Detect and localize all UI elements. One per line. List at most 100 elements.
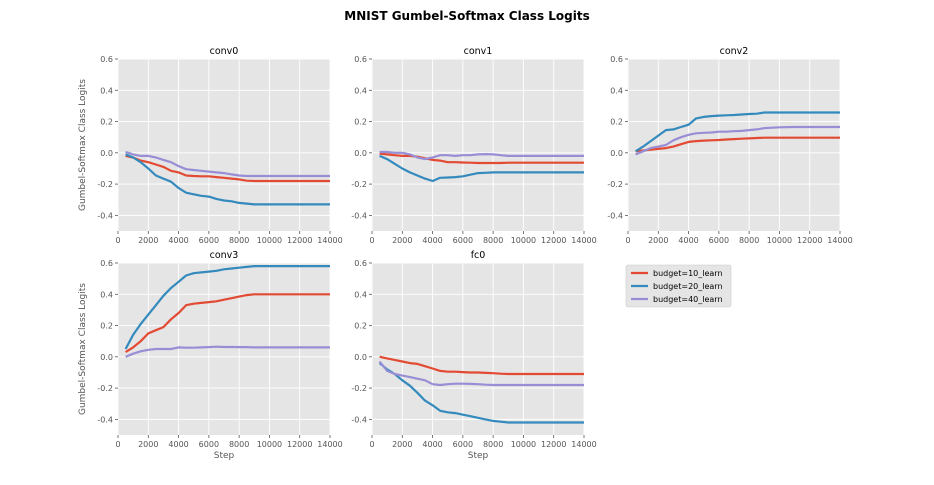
x-tick-label: 8000 xyxy=(483,236,503,245)
y-tick-label: -0.2 xyxy=(97,180,113,189)
x-tick-label: 10000 xyxy=(511,440,536,449)
x-tick-label: 4000 xyxy=(678,236,698,245)
y-tick-label: -0.4 xyxy=(351,415,367,424)
y-tick-label: 0.4 xyxy=(354,290,367,299)
x-tick-label: 14000 xyxy=(317,440,342,449)
subplot-title: fc0 xyxy=(471,250,486,261)
subplot-conv0: 0 2000 4000 6000 8000 10000 12000 14000 -0.4 -0.2… xyxy=(78,46,343,245)
x-tick-label: 2000 xyxy=(138,236,158,245)
series-line-budget=20_learn xyxy=(635,111,840,153)
x-tick-label: 4000 xyxy=(422,236,442,245)
x-tick-label: 12000 xyxy=(541,440,566,449)
x-tick-label: 2000 xyxy=(648,236,668,245)
figure-title: MNIST Gumbel-Softmax Class Logits xyxy=(344,9,590,23)
subplot-conv1: 0 2000 4000 6000 8000 10000 12000 14000 -0.4 -0.2… xyxy=(351,46,596,245)
y-tick-label: 0.2 xyxy=(100,322,113,331)
x-tick-label: 2000 xyxy=(138,440,158,449)
y-tick-label: 0.6 xyxy=(100,259,113,268)
subplot-fc0: 0 2000 4000 6000 8000 10000 12000 14000 -0.4 -0.2… xyxy=(351,250,596,461)
y-tick-label: 0.0 xyxy=(354,149,367,158)
series-line-budget=10_learn xyxy=(635,136,840,153)
y-tick-label: 0.2 xyxy=(354,118,367,127)
x-tick-label: 6000 xyxy=(453,440,473,449)
x-tick-label: 0 xyxy=(115,236,120,245)
y-tick-label: 0.4 xyxy=(354,86,367,95)
subplot-conv2: 0 2000 4000 6000 8000 10000 12000 14000 -0.4 -0.2… xyxy=(607,46,852,245)
series-line-budget=40_learn xyxy=(379,150,584,161)
x-tick-label: 6000 xyxy=(199,236,219,245)
y-tick-label: 0.2 xyxy=(610,118,623,127)
subplot-title: conv1 xyxy=(464,46,493,57)
x-tick-label: 4000 xyxy=(168,236,188,245)
x-tick-label: 4000 xyxy=(168,440,188,449)
x-axis-label: Step xyxy=(468,451,489,461)
series-line-budget=40_learn xyxy=(125,345,330,358)
series-line-budget=10_learn xyxy=(125,154,330,183)
subplot-title: conv2 xyxy=(720,46,749,57)
y-tick-label: 0.6 xyxy=(354,55,367,64)
x-tick-label: 8000 xyxy=(739,236,759,245)
x-tick-label: 14000 xyxy=(571,236,596,245)
subplot-title: conv3 xyxy=(210,250,239,261)
plot-background xyxy=(118,59,330,231)
plot-background xyxy=(372,59,584,231)
x-tick-label: 6000 xyxy=(709,236,729,245)
x-tick-label: 10000 xyxy=(511,236,536,245)
subplot-title: conv0 xyxy=(210,46,239,57)
y-tick-label: 0.0 xyxy=(100,353,113,362)
x-tick-label: 14000 xyxy=(571,440,596,449)
x-tick-label: 8000 xyxy=(229,236,249,245)
series-line-budget=10_learn xyxy=(379,152,584,165)
y-tick-label: 0.4 xyxy=(100,86,113,95)
x-tick-label: 10000 xyxy=(257,236,282,245)
x-tick-label: 6000 xyxy=(199,440,219,449)
x-tick-label: 0 xyxy=(625,236,630,245)
series-line-budget=10_learn xyxy=(125,293,330,354)
subplot-grid: 0 2000 4000 6000 8000 10000 12000 14000 -0.4 -0.2… xyxy=(78,46,853,461)
y-axis-label: Gumbel-Softmax Class Logits xyxy=(78,79,88,211)
x-tick-label: 2000 xyxy=(392,440,412,449)
x-tick-label: 8000 xyxy=(229,440,249,449)
y-tick-label: 0.2 xyxy=(354,322,367,331)
x-tick-label: 10000 xyxy=(257,440,282,449)
y-tick-label: 0.0 xyxy=(100,149,113,158)
series-line-budget=20_learn xyxy=(378,362,584,424)
y-tick-label: 0.6 xyxy=(354,259,367,268)
series-line-budget=10_learn xyxy=(379,355,584,376)
y-tick-label: 0.6 xyxy=(610,55,623,64)
series-line-budget=20_learn xyxy=(125,153,330,206)
series-line-budget=20_learn xyxy=(124,265,330,350)
legend: budget=10_learn budget=20_learn budget=40_… xyxy=(625,264,732,308)
legend-label: budget=20_learn xyxy=(653,282,723,291)
x-tick-label: 0 xyxy=(369,440,374,449)
y-tick-label: -0.4 xyxy=(97,415,113,424)
series-line-budget=40_learn xyxy=(635,125,840,156)
y-axis-label: Gumbel-Softmax Class Logits xyxy=(78,283,88,415)
y-tick-label: -0.2 xyxy=(351,180,367,189)
x-tick-label: 14000 xyxy=(317,236,342,245)
x-tick-label: 12000 xyxy=(287,440,312,449)
subplot-conv3: 0 2000 4000 6000 8000 10000 12000 14000 -0.4 -0.2… xyxy=(78,250,343,461)
x-tick-label: 2000 xyxy=(392,236,412,245)
x-tick-label: 6000 xyxy=(453,236,473,245)
x-tick-label: 0 xyxy=(115,440,120,449)
plot-background xyxy=(372,263,584,435)
x-tick-label: 0 xyxy=(369,236,374,245)
y-tick-label: 0.4 xyxy=(100,290,113,299)
series-line-budget=20_learn xyxy=(379,154,584,183)
y-tick-label: -0.4 xyxy=(351,211,367,220)
y-tick-label: -0.2 xyxy=(351,384,367,393)
y-tick-label: -0.4 xyxy=(97,211,113,220)
y-tick-label: 0.0 xyxy=(354,353,367,362)
x-tick-label: 4000 xyxy=(422,440,442,449)
x-tick-label: 14000 xyxy=(827,236,852,245)
x-tick-label: 10000 xyxy=(767,236,792,245)
legend-label: budget=10_learn xyxy=(653,269,723,278)
y-tick-label: -0.2 xyxy=(607,180,623,189)
x-tick-label: 12000 xyxy=(797,236,822,245)
y-tick-label: -0.2 xyxy=(97,384,113,393)
y-tick-label: 0.0 xyxy=(610,149,623,158)
y-tick-label: -0.4 xyxy=(607,211,623,220)
legend-label: budget=40_learn xyxy=(653,295,723,304)
